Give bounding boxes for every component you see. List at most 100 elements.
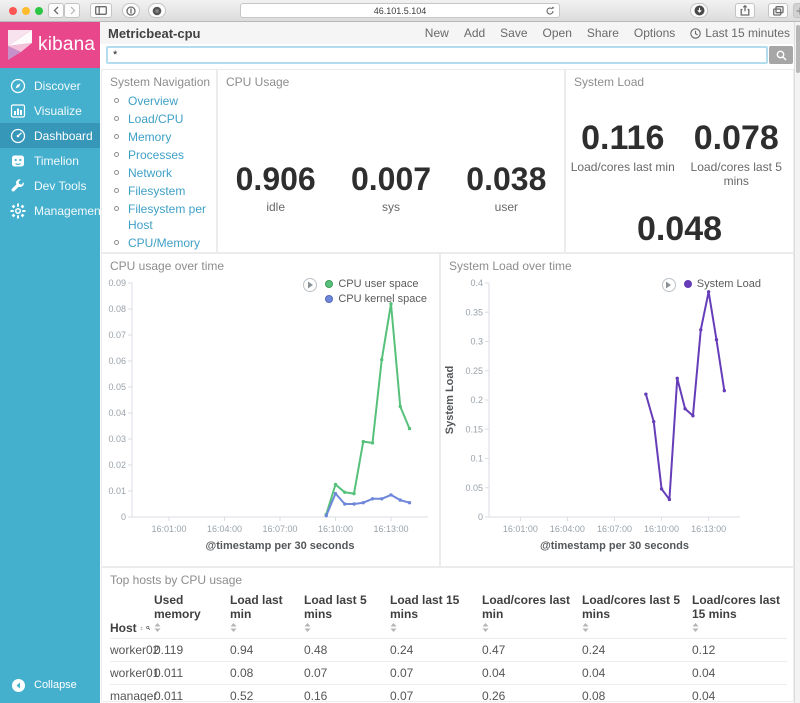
metric-label: Load/cores last 5 mins xyxy=(690,159,782,188)
column-search-icon[interactable] xyxy=(145,623,150,633)
nav-link-load-cpu[interactable]: Load/CPU xyxy=(128,112,184,126)
column-label: Load/cores last 15 mins xyxy=(692,593,781,621)
scrollbar-track[interactable] xyxy=(794,22,800,703)
sort-icon[interactable] xyxy=(139,624,143,633)
sidebar-item-visualize[interactable]: Visualize xyxy=(0,98,100,123)
menu-open[interactable]: Open xyxy=(542,26,572,40)
column-header-load-last-min[interactable]: Load last min xyxy=(230,591,304,639)
svg-text:System Load: System Load xyxy=(444,366,456,434)
address-bar[interactable]: 46.101.5.104 xyxy=(240,3,560,18)
collapse-sidebar-button[interactable]: Collapse xyxy=(0,675,100,695)
downloads-button[interactable] xyxy=(690,3,708,18)
panel-title: CPU Usage xyxy=(226,75,290,89)
legend-label: CPU user space xyxy=(338,278,419,290)
minimize-window-button[interactable] xyxy=(22,7,30,15)
column-header-load-cores-last-min[interactable]: Load/cores last min xyxy=(482,591,582,639)
tabs-icon xyxy=(772,5,784,16)
column-header-load-cores-last-5-mins[interactable]: Load/cores last 5 mins xyxy=(582,591,692,639)
sort-icon[interactable] xyxy=(230,623,237,632)
scrollbar-thumb[interactable] xyxy=(796,25,800,73)
metric-value: 0.906 xyxy=(235,161,316,197)
svg-text:0: 0 xyxy=(478,512,483,522)
sort-icon[interactable] xyxy=(482,623,489,632)
menu-options[interactable]: Options xyxy=(633,26,676,40)
nav-link-memory[interactable]: Memory xyxy=(128,130,172,144)
bullet-icon xyxy=(114,98,119,103)
svg-text:16:01:00: 16:01:00 xyxy=(151,524,186,534)
legend-item-cpu-kernel-space[interactable]: CPU kernel space xyxy=(325,293,427,305)
search-button[interactable] xyxy=(769,46,793,64)
sort-icon[interactable] xyxy=(692,623,699,632)
sort-icon[interactable] xyxy=(582,623,589,632)
kibana-logo[interactable]: kibana xyxy=(0,22,100,68)
zoom-window-button[interactable] xyxy=(35,7,43,15)
collapse-label: Collapse xyxy=(34,679,77,691)
svg-text:16:04:00: 16:04:00 xyxy=(550,524,585,534)
sidebar-icon xyxy=(95,6,107,15)
sort-icon[interactable] xyxy=(304,623,311,632)
menu-new[interactable]: New xyxy=(424,26,449,40)
nav-link-overview[interactable]: Overview xyxy=(128,94,179,108)
cpu-usage-chart[interactable]: 0 0.01 0.02 0.03 0.04 0.05 0.06 0.07 0.08 0.09 16:… xyxy=(102,275,438,563)
nav-link-filesystem[interactable]: Filesystem xyxy=(128,184,186,198)
column-label: Load last min xyxy=(230,593,283,621)
menu-save[interactable]: Save xyxy=(500,26,528,40)
cell-value: 0.011 xyxy=(154,684,230,701)
svg-text:0.06: 0.06 xyxy=(108,356,126,366)
tab-overview-button[interactable] xyxy=(768,3,788,18)
nav-link-processes[interactable]: Processes xyxy=(128,148,185,162)
sidebar-toggle-button[interactable] xyxy=(90,3,112,18)
legend-toggle-button[interactable] xyxy=(303,278,318,292)
sort-icon[interactable] xyxy=(390,623,397,632)
column-header-load-cores-last-15-mins[interactable]: Load/cores last 15 mins xyxy=(692,591,787,639)
extension-button-2[interactable] xyxy=(148,3,166,18)
search-input[interactable] xyxy=(106,46,768,64)
cell-value: 0.47 xyxy=(482,638,582,662)
column-header-load-last-5-mins[interactable]: Load last 5 mins xyxy=(304,591,390,639)
forward-button[interactable] xyxy=(64,3,80,18)
cell-value: 0.24 xyxy=(390,638,482,662)
svg-text:@timestamp per 30 seconds: @timestamp per 30 seconds xyxy=(540,540,689,552)
share-button[interactable] xyxy=(735,3,755,18)
nav-link-filesystem-per-host[interactable]: Filesystem per Host xyxy=(128,202,207,232)
extension-icon xyxy=(152,6,162,15)
panel-title: System Navigation xyxy=(110,75,211,89)
cell-host: worker02 xyxy=(110,638,159,662)
svg-text:0.09: 0.09 xyxy=(108,278,126,288)
clock-icon xyxy=(690,27,702,39)
close-window-button[interactable] xyxy=(9,7,17,15)
sidebar-item-discover[interactable]: Discover xyxy=(0,73,100,98)
sidebar-item-label: Dashboard xyxy=(34,128,93,143)
metric-value: 0.078 xyxy=(693,119,779,157)
dashboard-header: Metricbeat-cpu New Add Save Open Share O… xyxy=(100,22,800,44)
svg-text:0.15: 0.15 xyxy=(465,424,483,434)
sidebar-item-management[interactable]: Management xyxy=(0,198,104,223)
menu-share[interactable]: Share xyxy=(586,26,619,40)
sidebar-item-dashboard[interactable]: Dashboard xyxy=(0,123,100,148)
back-button[interactable] xyxy=(48,3,64,18)
legend-toggle-button[interactable] xyxy=(661,278,676,292)
nav-link-cpu-memory-per-container[interactable]: CPU/Memory per container xyxy=(128,236,201,250)
extension-button-1[interactable] xyxy=(122,3,140,18)
system-load-chart[interactable]: 0 0.05 0.1 0.15 0.2 0.25 0.3 0.35 0.4 16:01:00 16:… xyxy=(441,275,792,563)
search-bar xyxy=(100,44,800,68)
column-header-used-memory[interactable]: Used memory xyxy=(154,591,230,639)
share-icon xyxy=(740,5,750,16)
svg-text:16:07:00: 16:07:00 xyxy=(262,524,297,534)
search-icon xyxy=(776,50,786,60)
top-hosts-table: Host Used memory Load last min xyxy=(110,591,787,701)
new-tab-button[interactable] xyxy=(793,3,800,18)
time-picker[interactable]: Last 15 minutes xyxy=(690,26,790,40)
menu-add[interactable]: Add xyxy=(463,26,486,40)
svg-text:0.03: 0.03 xyxy=(108,434,126,444)
sidebar-item-timelion[interactable]: Timelion xyxy=(0,148,100,173)
legend-item-system-load[interactable]: System Load xyxy=(683,278,761,290)
column-header-host[interactable]: Host xyxy=(110,591,154,639)
legend-item-cpu-user-space[interactable]: CPU user space xyxy=(325,278,427,290)
sort-icon[interactable] xyxy=(154,623,161,632)
nav-link-network[interactable]: Network xyxy=(128,166,173,180)
sidebar-item-dev-tools[interactable]: Dev Tools xyxy=(0,173,100,198)
column-header-load-last-15-mins[interactable]: Load last 15 mins xyxy=(390,591,482,639)
reload-icon[interactable] xyxy=(545,6,555,16)
